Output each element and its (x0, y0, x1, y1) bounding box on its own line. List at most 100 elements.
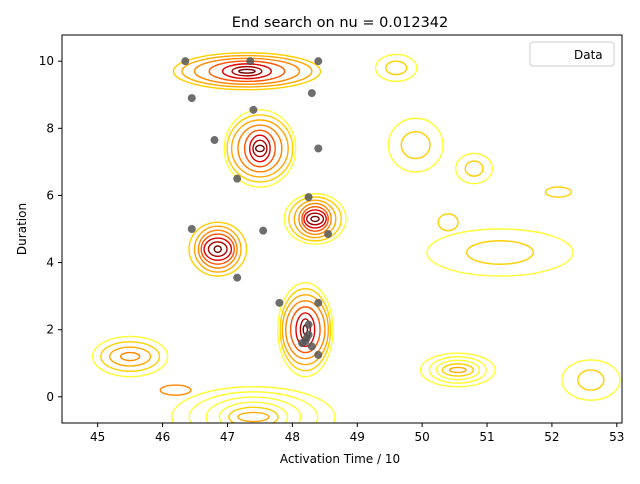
contour-ring (226, 114, 294, 183)
contour-ring (577, 369, 605, 391)
data-point (210, 136, 219, 145)
contour-ring (305, 212, 325, 226)
contour-ring (181, 54, 313, 88)
contour-ring (303, 209, 327, 229)
y-tick-label: 6 (46, 188, 54, 202)
contour-ring (301, 206, 329, 232)
contour-ring (159, 384, 192, 396)
contour-ring (419, 352, 496, 388)
y-tick-label: 2 (46, 323, 54, 337)
y-tick-label: 10 (39, 54, 54, 68)
data-point (314, 350, 323, 359)
data-point (233, 273, 242, 282)
data-point (181, 57, 190, 66)
legend: Data (529, 41, 615, 67)
contour-ring (448, 366, 467, 374)
contour-ring (193, 225, 242, 273)
y-tick-label: 0 (46, 390, 54, 404)
contour-ring (238, 68, 256, 74)
contour-ring (221, 63, 272, 80)
data-point (275, 298, 284, 307)
contour-ring (108, 346, 152, 367)
contour-ring (279, 288, 332, 372)
data-point (246, 57, 255, 66)
contour-ring (207, 241, 228, 257)
data-point (298, 339, 307, 348)
y-axis-ticks: 0 2 4 6 8 10 (39, 54, 62, 404)
contour-ring (428, 356, 487, 384)
contour-ring (285, 300, 326, 360)
plot-frame (61, 34, 623, 424)
contour-ring (193, 57, 301, 85)
contour-ring (254, 144, 265, 153)
contour-ring (464, 160, 484, 177)
contour-ring (119, 351, 141, 362)
contour-ring (205, 396, 302, 423)
x-axis-ticks: 45 46 47 48 49 50 51 52 53 (90, 423, 624, 444)
data-point (259, 226, 268, 235)
data-point (304, 320, 313, 329)
x-tick-label: 45 (90, 430, 105, 444)
data-point (233, 174, 242, 183)
x-tick-label: 47 (220, 430, 235, 444)
data-point (314, 57, 323, 66)
contour-ring (231, 65, 263, 77)
data-point (314, 144, 323, 153)
contour-ring (237, 411, 270, 423)
contour-ring (203, 237, 233, 261)
contour-ring (288, 196, 342, 242)
contour-ring (171, 386, 336, 423)
contour-ring (100, 341, 161, 373)
contour-ring (243, 129, 276, 168)
contour-ring (252, 139, 268, 158)
contour-ring (387, 117, 444, 173)
contour-ring (441, 363, 475, 377)
contour-ring (289, 306, 321, 354)
contour-ring (281, 294, 330, 366)
contour-ring (298, 202, 332, 236)
legend-marker (548, 50, 556, 58)
contour-ring (400, 130, 431, 160)
contour-ring (249, 134, 271, 163)
contour-ring (91, 335, 169, 378)
x-tick-label: 49 (350, 430, 365, 444)
contour-ring (237, 124, 283, 173)
contour-ring (197, 229, 238, 269)
contour-ring (230, 119, 289, 178)
legend-box (529, 41, 615, 67)
x-tick-label: 50 (414, 430, 429, 444)
contour-ring (228, 406, 279, 423)
contour-ring (310, 215, 320, 223)
contour-ring (435, 359, 481, 381)
contour-ring (455, 152, 494, 185)
data-point (324, 230, 333, 239)
contour-ring (172, 52, 322, 91)
contour-ring (561, 359, 621, 401)
contour-ring (295, 312, 316, 348)
y-axis-label: Duration (15, 203, 29, 255)
contour-ring (223, 109, 297, 188)
contour-ring (213, 245, 222, 254)
x-tick-label: 46 (155, 430, 170, 444)
data-point (307, 89, 316, 98)
x-tick-label: 53 (609, 430, 624, 444)
contour-ring (188, 391, 319, 423)
contour-ring (188, 221, 248, 277)
contour-ring (385, 60, 408, 76)
chart-title: End search on nu = 0.012342 (232, 15, 449, 31)
data-point (304, 193, 313, 202)
x-tick-label: 48 (285, 430, 300, 444)
x-axis-label: Activation Time / 10 (280, 452, 400, 466)
x-tick-label: 51 (479, 430, 494, 444)
data-point (314, 298, 323, 307)
data-points (181, 57, 333, 359)
y-tick-label: 4 (46, 256, 54, 270)
contour-ring (218, 401, 289, 423)
contour-ring (437, 213, 459, 232)
contour-ring (277, 282, 334, 378)
contour-ring (374, 53, 418, 83)
contour-ring (466, 240, 535, 265)
contour-lines (91, 52, 621, 423)
contour-ring (200, 233, 235, 265)
